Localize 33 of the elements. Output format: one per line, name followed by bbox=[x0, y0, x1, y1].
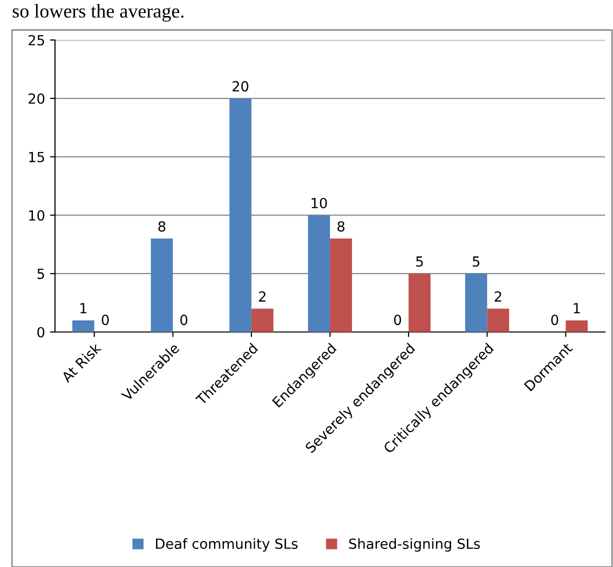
bar bbox=[308, 215, 330, 332]
data-label: 2 bbox=[259, 291, 266, 302]
bar bbox=[251, 308, 274, 332]
legend-label: Deaf community SLs bbox=[156, 538, 298, 552]
y-tick-label: 5 bbox=[38, 268, 44, 280]
data-label: 5 bbox=[416, 256, 423, 267]
data-label: 8 bbox=[158, 221, 166, 232]
y-tick-label: 25 bbox=[28, 34, 44, 46]
data-label: 1 bbox=[574, 303, 580, 314]
bar bbox=[150, 238, 173, 332]
bar bbox=[566, 320, 588, 332]
bar bbox=[487, 308, 510, 332]
data-label: 0 bbox=[551, 314, 558, 326]
bar bbox=[72, 320, 94, 332]
y-tick-label: 15 bbox=[29, 152, 44, 162]
y-tick-label: 0 bbox=[37, 326, 44, 338]
data-label: 2 bbox=[494, 291, 502, 302]
data-label: 8 bbox=[338, 221, 344, 232]
bar bbox=[465, 274, 488, 332]
y-tick-label: 10 bbox=[29, 210, 44, 221]
y-tick-label: 20 bbox=[28, 93, 44, 104]
bar bbox=[408, 274, 431, 332]
data-label: 0 bbox=[394, 314, 402, 326]
text: so lowers the average. bbox=[12, 4, 184, 22]
bar bbox=[330, 238, 352, 332]
data-label: 10 bbox=[312, 198, 327, 208]
data-label: 5 bbox=[472, 256, 480, 267]
data-label: 1 bbox=[80, 303, 86, 314]
data-label: 0 bbox=[102, 314, 109, 326]
legend-label: Shared-signing SLs bbox=[349, 538, 480, 552]
data-label: 0 bbox=[180, 314, 188, 326]
bar bbox=[229, 98, 252, 332]
data-label: 20 bbox=[232, 81, 248, 92]
